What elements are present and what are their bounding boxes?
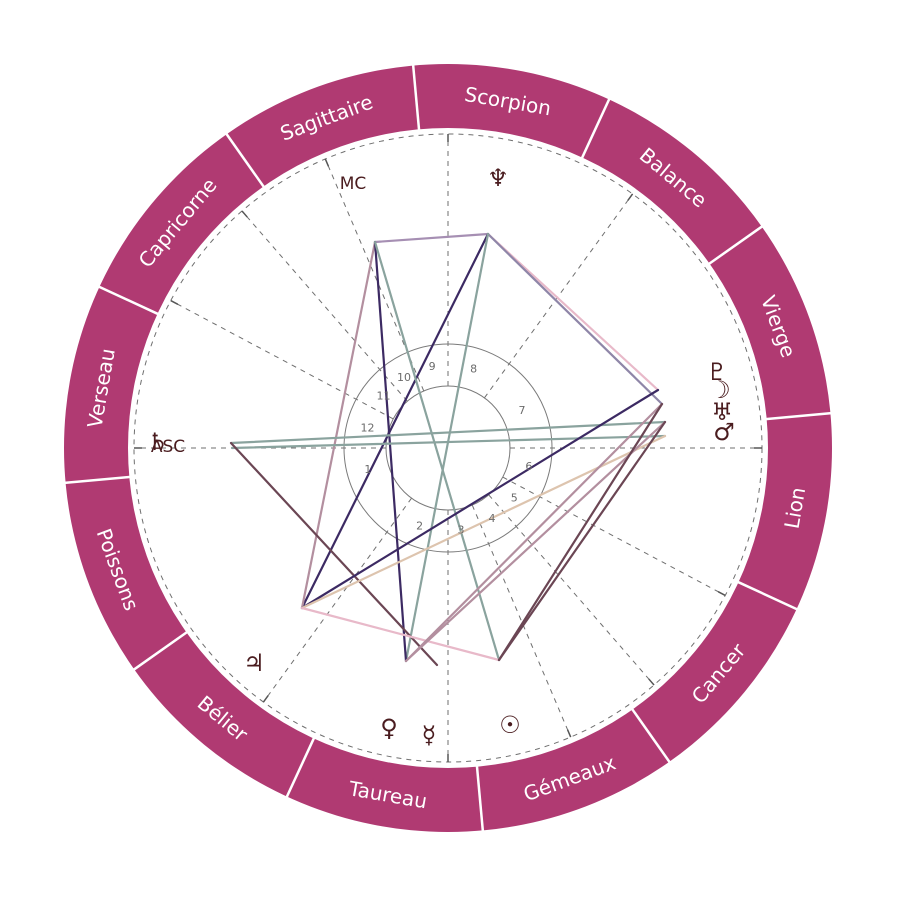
aspect-line-mc-jupiter (300, 240, 377, 610)
uranus-icon: ♅ (711, 398, 733, 426)
neptune-icon: ♆ (487, 164, 509, 192)
sign-divider (285, 737, 316, 799)
house-cusp (263, 497, 412, 703)
aspect-line-jupiter-sun (300, 606, 501, 662)
house-cusp (241, 210, 408, 402)
aspect-line-jupiter-mars (300, 434, 667, 610)
cusp-tick (566, 729, 572, 738)
sign-divider (630, 707, 671, 764)
jupiter-icon: ♃ (243, 649, 265, 677)
aspect-line-sun-moon (497, 402, 664, 662)
house-cusp (488, 494, 655, 686)
mc-label: MC (340, 174, 367, 194)
aspect-line-jupiter-pluto (300, 388, 660, 610)
cusp-tick (648, 678, 655, 686)
aspect-lines (229, 232, 667, 667)
aspect-line-asc-mars (230, 434, 667, 450)
house-number-4: 4 (488, 512, 495, 525)
sign-divider (737, 580, 799, 611)
aspect-line-mc-venus (373, 240, 408, 663)
sign-divider (132, 630, 189, 671)
cusp-tick (262, 695, 269, 703)
cusp-tick (170, 299, 179, 306)
sign-divider (64, 475, 131, 485)
house-number-3: 3 (457, 523, 464, 536)
venus-icon: ♀ (380, 714, 398, 742)
house-number-12: 12 (360, 421, 374, 434)
planet-glyphs: ♆ ♇☽♅♂ ♄ ♃ ♀ ☿ ☉ (147, 164, 735, 749)
aspect-line-neptune-moon (486, 232, 664, 406)
aspect-line-mc-neptune (373, 232, 490, 244)
aspect-line-neptune-pluto (486, 232, 660, 392)
aspect-line-sun-uranus (497, 420, 667, 662)
mercury-icon: ☿ (422, 721, 437, 749)
house-number-6: 6 (525, 460, 532, 473)
house-number-7: 7 (518, 404, 525, 417)
sun-icon: ☉ (499, 711, 521, 739)
house-number-5: 5 (511, 491, 518, 504)
sign-divider (707, 225, 764, 266)
house-number-11: 11 (376, 389, 390, 402)
house-number-8: 8 (470, 363, 477, 376)
cusp-tick (627, 193, 634, 201)
house-ring-inner (385, 385, 511, 511)
sign-divider (225, 132, 266, 189)
zodiac-ring (64, 64, 832, 832)
sign-divider (580, 97, 611, 159)
saturn-icon: ♄ (147, 428, 169, 456)
aspect-line-venus-moon (404, 402, 664, 663)
house-number-1: 1 (364, 463, 371, 476)
angle-labels: ASC MC (151, 174, 366, 457)
house-number-2: 2 (416, 519, 423, 532)
cusp-tick (241, 210, 248, 218)
house-number-9: 9 (429, 360, 436, 373)
sign-divider (411, 64, 421, 131)
aspect-line-mc-sun (373, 240, 501, 662)
sign-divider (97, 285, 159, 316)
pluto-icon: ♇ (706, 358, 728, 386)
house-wheel (343, 343, 553, 553)
cusp-tick (324, 158, 330, 167)
house-number-10: 10 (397, 371, 411, 384)
house-cusp (484, 193, 633, 399)
moon-icon: ☽ (709, 376, 731, 404)
sign-divider (765, 411, 832, 421)
house-ring-outer (343, 343, 553, 553)
aspect-line-neptune-venus (404, 232, 490, 663)
aspect-line-saturn-mercury (229, 441, 439, 667)
aspect-line-neptune-jupiter (300, 232, 490, 610)
sign-divider (475, 765, 485, 832)
asc-label: ASC (151, 437, 185, 457)
mars-icon: ♂ (713, 418, 735, 446)
aspect-line-venus-uranus (404, 420, 667, 663)
cusp-tick (717, 590, 726, 597)
aspect-line-saturn-uranus (229, 420, 667, 445)
